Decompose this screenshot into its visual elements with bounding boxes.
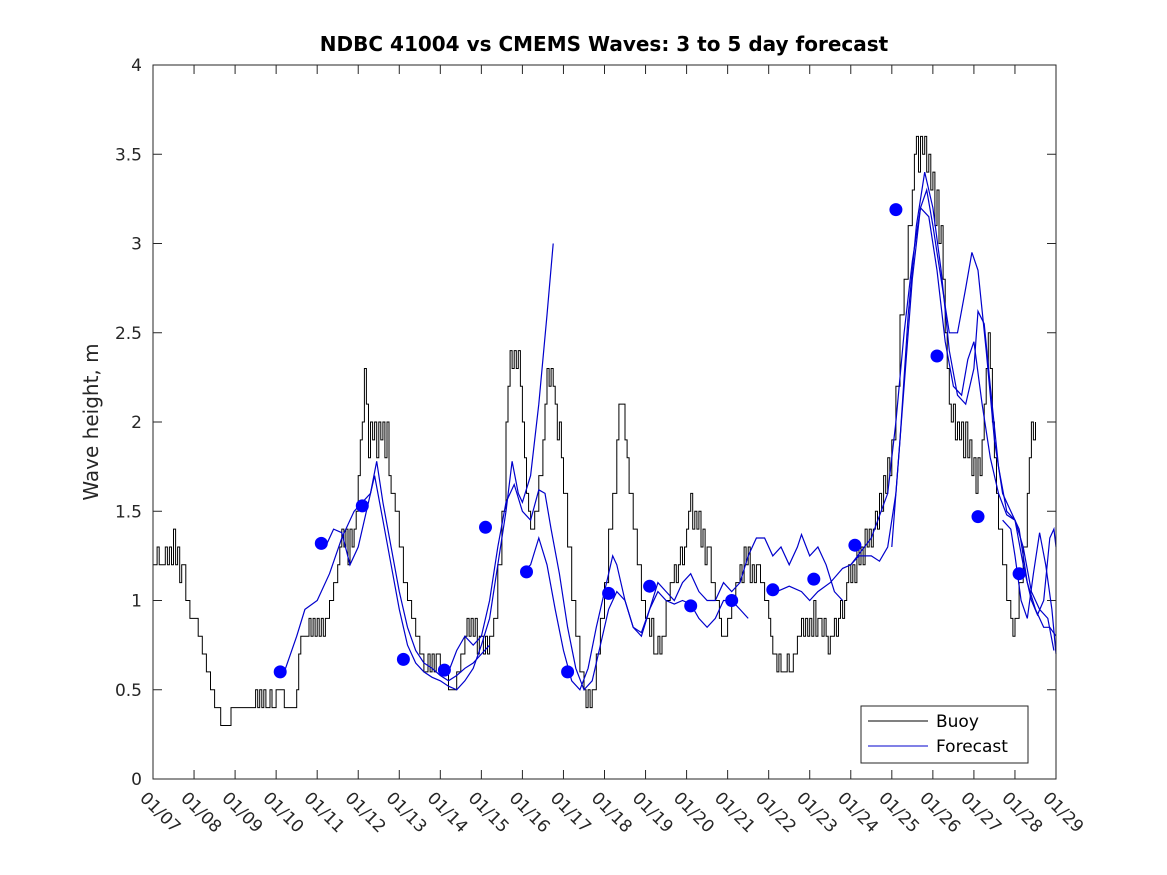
forecast-marker [437,663,451,677]
y-tick-label: 2 [131,413,142,433]
x-tick-label: 01/19 [628,788,677,837]
forecast-marker [561,665,575,679]
y-axis-label: Wave height, m [79,343,103,500]
legend-forecast-label: Forecast [936,737,1008,757]
y-tick-label: 2.5 [115,324,142,344]
series-forecast-line-6 [850,206,1057,617]
forecast-marker [273,665,287,679]
x-tick-label: 01/23 [792,788,841,837]
y-tick-label: 3 [131,235,142,255]
x-tick-label: 01/14 [423,788,472,837]
forecast-marker [643,579,657,593]
y-tick-label: 0.5 [115,681,142,701]
x-tick-label: 01/17 [546,788,595,837]
x-tick-label: 01/07 [135,788,184,837]
series-layer [153,135,1057,726]
x-tick-label: 01/18 [587,788,636,837]
forecast-marker [766,583,780,597]
forecast-marker [889,203,903,217]
x-tick-label: 01/25 [874,788,923,837]
legend: Buoy Forecast [860,705,1029,764]
series-forecast-line-2 [447,482,749,691]
series-forecast-line-3 [522,532,844,691]
forecast-marker [602,586,616,600]
series-forecast-line-1 [324,243,554,691]
forecast-marker [848,538,862,552]
x-tick-label: 01/20 [669,788,718,837]
x-tick-label: 01/24 [833,788,882,837]
series-forecast-line-0 [283,461,491,682]
forecast-marker [930,349,944,363]
plot-frame [152,64,1057,780]
legend-box [860,705,1029,764]
y-tick-label: 0 [131,770,142,790]
series-buoy-line [153,135,1036,726]
chart-title: NDBC 41004 vs CMEMS Waves: 3 to 5 day fo… [320,32,889,56]
forecast-marker [479,520,492,534]
x-tick-label: 01/16 [505,788,554,837]
legend-buoy-label: Buoy [936,712,979,732]
x-tick-label: 01/28 [997,788,1046,837]
x-tick-label: 01/26 [915,788,964,837]
x-tick-label: 01/08 [177,788,226,837]
forecast-marker [725,594,739,607]
y-axis-ticks: 0 0.5 1 1.5 2 2.5 3 3.5 4 [115,56,1056,790]
x-tick-label: 01/13 [382,788,431,837]
forecast-markers [273,203,1026,679]
x-tick-label: 01/09 [218,788,267,837]
plot-area [153,65,1056,779]
y-tick-label: 1 [131,592,142,612]
x-tick-label: 01/22 [751,788,800,837]
x-tick-label: 01/10 [259,788,308,837]
forecast-marker [807,572,821,586]
x-tick-label: 01/15 [464,788,513,837]
x-tick-label: 01/21 [710,788,759,837]
forecast-marker [396,652,410,666]
y-tick-label: 1.5 [115,502,142,522]
forecast-marker [971,510,985,524]
forecast-marker [520,565,533,579]
x-tick-label: 01/12 [341,788,390,837]
series-forecast-line-5 [891,171,1055,651]
y-tick-label: 4 [131,56,142,76]
forecast-marker [1012,567,1026,581]
y-tick-label: 3.5 [115,145,142,165]
x-tick-label: 01/29 [1038,788,1087,837]
x-tick-label: 01/27 [956,788,1005,837]
series-forecast-line-7 [1002,519,1057,655]
forecast-marker [314,536,328,550]
x-tick-label: 01/11 [300,788,349,837]
forecast-marker [355,499,369,513]
forecast-marker [684,599,698,613]
